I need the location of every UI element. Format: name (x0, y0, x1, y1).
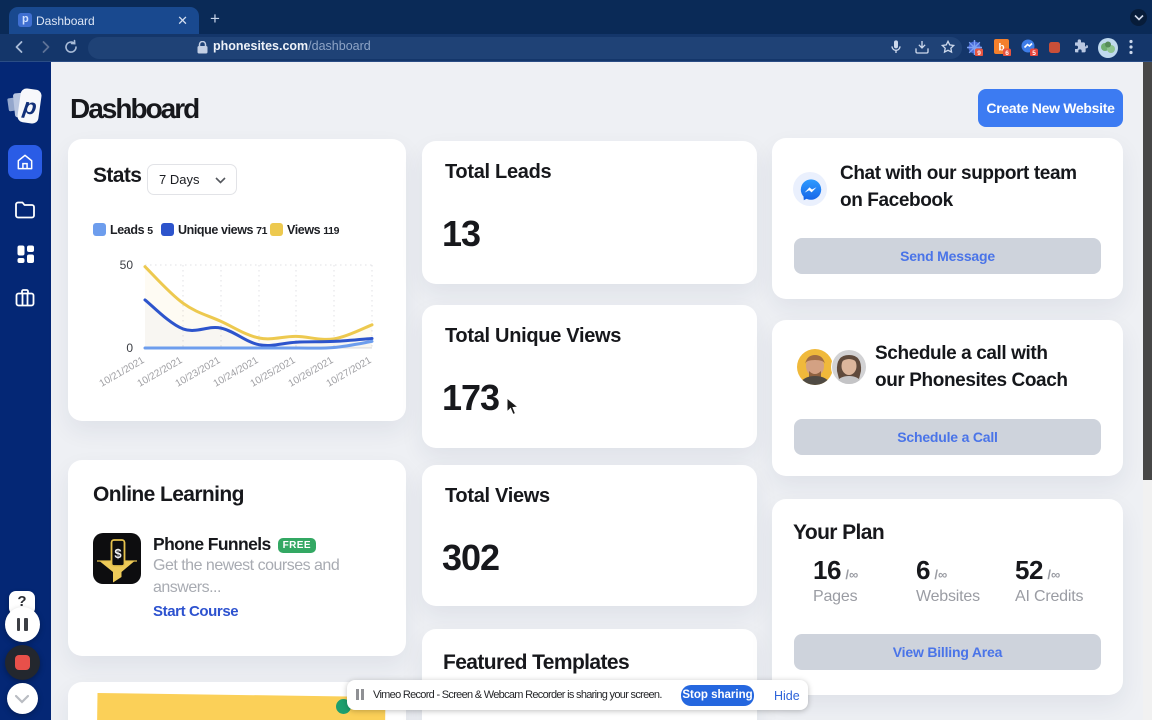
svg-text:50: 50 (120, 258, 134, 272)
svg-text:$: $ (114, 546, 122, 561)
svg-text:5: 5 (1032, 50, 1036, 56)
svg-text:9: 9 (977, 50, 981, 56)
svg-text:b: b (998, 43, 1004, 54)
svg-text:6: 6 (1005, 50, 1009, 56)
svg-text:0: 0 (126, 341, 133, 355)
svg-text:p: p (21, 93, 39, 120)
